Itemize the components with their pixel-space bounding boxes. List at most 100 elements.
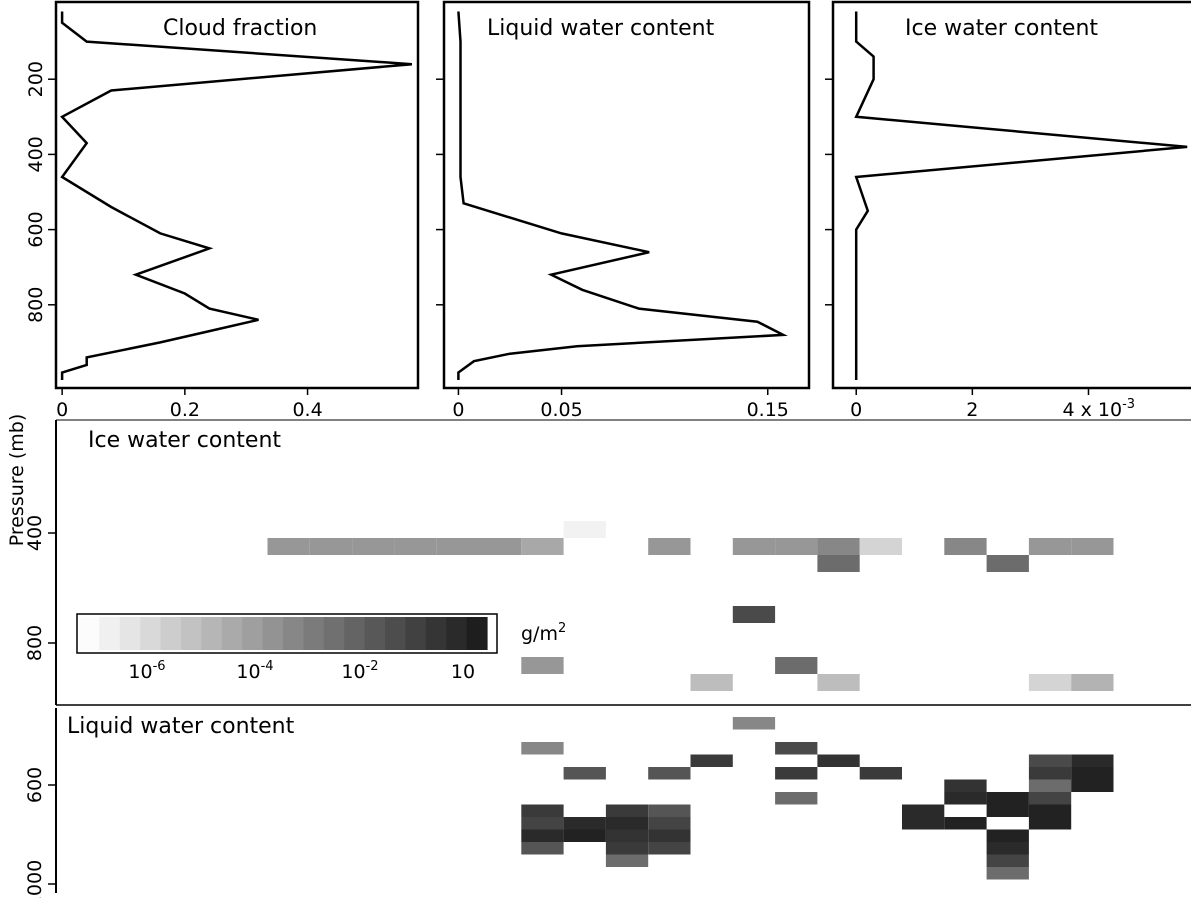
liquid-heatmap: 600 1000: [24, 717, 1114, 898]
ice-heatmap-cell: [859, 538, 902, 555]
ice-heatmap: 400 800: [24, 515, 1114, 691]
liquid-heatmap-cell: [521, 842, 564, 855]
colorbar-tick-label: 10: [451, 661, 475, 683]
liquid-heatmap-cell: [1028, 767, 1072, 780]
liquid-heatmap-cell: [648, 829, 691, 842]
ice-profile-x-tick-label: 4 x 10-3: [1062, 397, 1135, 421]
ice-heatmap-cell: [817, 538, 860, 555]
liquid-profile-title: Liquid water content: [487, 16, 715, 41]
ice-profile-x-tick-label: 2: [966, 399, 978, 421]
ice-profile-line: [854, 11, 1188, 380]
y-axis-title: Pressure (mb): [6, 414, 28, 547]
colorbar-tick-label: 10-2: [341, 659, 378, 683]
liquid-heatmap-cell: [1071, 767, 1114, 780]
liquid-profile-x-tick-label: 0.05: [540, 399, 582, 421]
colorbar-swatch: [140, 617, 162, 650]
colorbar-swatch: [99, 617, 121, 650]
ice-heatmap-cell: [732, 538, 776, 555]
liquid-heatmap-cell: [605, 804, 649, 817]
liquid-heatmap-cell: [605, 842, 649, 855]
ice-heatmap-cell: [1071, 538, 1114, 555]
ice-heatmap-cell: [521, 657, 564, 674]
liquid-heatmap-cell: [605, 829, 649, 842]
ice-heatmap-cell: [352, 538, 395, 555]
ice-heatmap-cell: [1028, 538, 1072, 555]
y-tick-label: 400: [25, 136, 47, 172]
ice-profile-frame: [831, 0, 1191, 390]
colorbar-tick-label: 10-6: [128, 659, 165, 683]
cloud-fraction-x-tick-label: 0: [56, 399, 68, 421]
cloud-fraction-x-tick-label: 0.2: [170, 399, 200, 421]
colorbar-swatch: [466, 617, 488, 650]
ice-heatmap-title: Ice water content: [88, 428, 281, 453]
liquid-heatmap-cell: [986, 829, 1029, 842]
liquid-heatmap-cell: [775, 742, 818, 755]
colorbar-swatch: [119, 617, 141, 650]
liquid-heatmap-cell: [563, 767, 606, 780]
liquid-heatmap-cell: [986, 804, 1029, 817]
ice-profile-x-tick-label: 0: [850, 399, 862, 421]
liquid-heatmap-cell: [563, 829, 606, 842]
colorbar-swatch: [425, 617, 447, 650]
colorbar-swatch: [323, 617, 345, 650]
colorbar: 10-6 10-4 10-2 10: [76, 613, 498, 683]
colorbar-swatch: [79, 617, 100, 650]
liquid-heatmap-cell: [1028, 792, 1072, 805]
colorbar-swatch: [221, 617, 243, 650]
ice-heatmap-cell: [775, 538, 818, 555]
y-tick-label: 200: [25, 61, 47, 97]
ice-heatmap-cell: [817, 674, 860, 691]
cloud-fraction-frame: [54, 0, 420, 390]
liquid-profile-plot: 0 0.05 0.15: [436, 11, 789, 421]
cloud-fraction-plot: 200 400 600 800 0 0.2 0.4: [25, 11, 413, 421]
ice-heatmap-cell: [732, 606, 776, 623]
liquid-heatmap-cell: [1028, 754, 1072, 767]
colorbar-units: g/m2: [521, 621, 566, 645]
liquid-profile-x-tick-label: 0: [452, 399, 464, 421]
liquid-heatmap-cell: [1028, 804, 1072, 817]
colorbar-swatch: [385, 617, 406, 650]
liquid-heatmap-cell: [902, 804, 945, 817]
liquid-heatmap-cell: [648, 767, 691, 780]
liquid-heatmap-cell: [944, 779, 987, 792]
liquid-heatmap-cell: [1071, 779, 1114, 792]
liquid-heatmap-cell: [648, 842, 691, 855]
liquid-heatmap-cell: [775, 767, 818, 780]
liquid-heatmap-cell: [1071, 754, 1114, 767]
ice-heatmap-cell: [944, 538, 987, 555]
ice-heatmap-cell: [479, 538, 522, 555]
colorbar-swatch: [201, 617, 223, 650]
ice-heatmap-cell: [648, 538, 691, 555]
ice-heatmap-cell: [563, 521, 606, 538]
colorbar-swatch: [446, 617, 468, 650]
ice-heatmap-cell: [267, 538, 310, 555]
ice-heatmap-cell: [394, 538, 437, 555]
cloud-fraction-title: Cloud fraction: [163, 16, 317, 41]
ice-heatmap-cell: [1071, 674, 1114, 691]
cloud-fraction-x-tick-label: 0.4: [292, 399, 322, 421]
liquid-heatmap-cell: [648, 817, 691, 830]
liquid-heatmap-cell: [605, 817, 649, 830]
colorbar-swatch: [242, 617, 264, 650]
liquid-heatmap-y-tick-label: 600: [24, 767, 46, 803]
liquid-heatmap-title: Liquid water content: [67, 714, 295, 739]
liquid-heatmap-cell: [1028, 817, 1072, 830]
ice-profile-plot: 0 2 4 x 10-3: [825, 11, 1188, 421]
liquid-profile-x-tick-label: 0.15: [747, 399, 789, 421]
liquid-heatmap-cell: [521, 804, 564, 817]
liquid-heatmap-cell: [986, 854, 1029, 867]
colorbar-swatch: [405, 617, 427, 650]
liquid-heatmap-cell: [521, 829, 564, 842]
y-tick-label: 600: [25, 211, 47, 247]
colorbar-swatch: [303, 617, 325, 650]
liquid-heatmap-cell: [817, 754, 860, 767]
liquid-heatmap-cell: [648, 804, 691, 817]
cloud-fraction-line: [60, 11, 413, 380]
ice-heatmap-cell: [690, 674, 733, 691]
liquid-heatmap-cell: [563, 817, 606, 830]
liquid-heatmap-cell: [690, 754, 733, 767]
liquid-profile-line: [457, 11, 788, 380]
ice-heatmap-cell: [817, 555, 860, 572]
colorbar-swatch: [344, 617, 366, 650]
ice-heatmap-cell: [775, 657, 818, 674]
